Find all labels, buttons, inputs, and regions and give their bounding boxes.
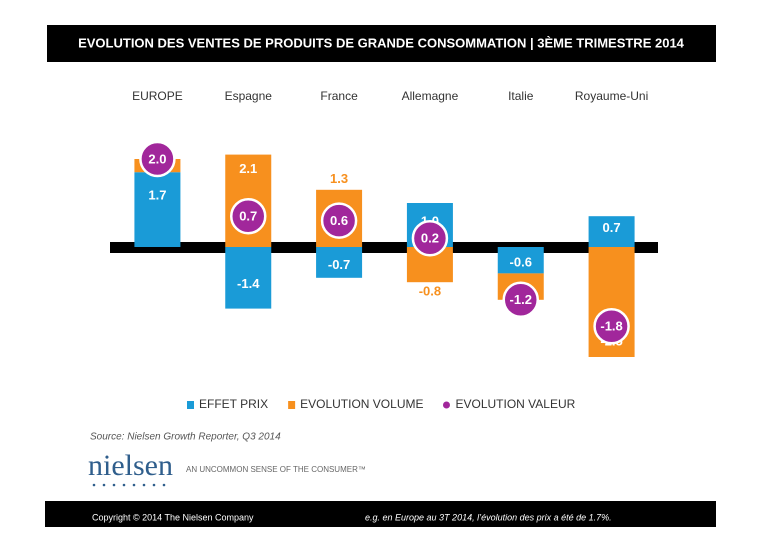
bar <box>316 247 363 278</box>
logo: nielsen <box>88 449 173 482</box>
value-label: 1.7 <box>148 188 166 203</box>
value-dot <box>230 197 267 235</box>
source: Source: Nielsen Growth Reporter, Q3 2014 <box>90 432 281 443</box>
category-label: France <box>320 89 358 103</box>
legend-marker <box>187 401 194 409</box>
category-label: Royaume-Uni <box>575 89 648 103</box>
legend-marker <box>288 401 296 409</box>
tagline: AN UNCOMMON SENSE OF THE CONSUMER™ <box>186 465 366 474</box>
bar <box>134 172 181 247</box>
value-label: 2.1 <box>239 161 257 176</box>
legend-label: EFFET PRIX <box>199 397 268 411</box>
chart-title: EVOLUTION DES VENTES DE PRODUITS DE GRAN… <box>78 35 685 50</box>
title-bar <box>47 25 716 62</box>
value-dot <box>593 307 630 345</box>
dot-label: 0.6 <box>330 213 348 228</box>
legend-label: EVOLUTION VALEUR <box>455 397 575 411</box>
footnote: e.g. en Europe au 3T 2014, l’évolution d… <box>365 512 612 522</box>
value-label: -0.7 <box>328 257 350 272</box>
value-label: -1.4 <box>237 276 260 291</box>
value-label: -0.8 <box>419 284 441 299</box>
copyright: Copyright © 2014 The Nielsen Company <box>92 512 254 522</box>
value-dot <box>411 219 449 257</box>
value-dot <box>139 140 176 178</box>
value-label: 1.3 <box>330 171 348 186</box>
logo-dots <box>92 483 166 487</box>
value-label: -0.6 <box>510 255 532 270</box>
value-dot <box>320 202 358 239</box>
dot-label: -1.8 <box>600 319 622 334</box>
legend-label: EVOLUTION VOLUME <box>300 397 423 411</box>
bar <box>497 247 544 274</box>
category-label: EUROPE <box>132 89 183 103</box>
bar <box>225 247 272 309</box>
footer-bar <box>45 501 716 527</box>
value-label: 0.7 <box>603 220 621 235</box>
dot-label: 2.0 <box>148 151 166 166</box>
legend-marker <box>442 401 450 409</box>
dot-label: 0.2 <box>421 231 439 246</box>
bar <box>588 216 635 247</box>
dot-label: 0.7 <box>239 209 257 224</box>
category-label: Italie <box>508 89 534 103</box>
zero-line <box>110 242 658 253</box>
value-dot <box>502 281 539 319</box>
dot-label: -1.2 <box>510 292 532 307</box>
category-label: Allemagne <box>402 89 459 103</box>
category-label: Espagne <box>225 89 273 103</box>
